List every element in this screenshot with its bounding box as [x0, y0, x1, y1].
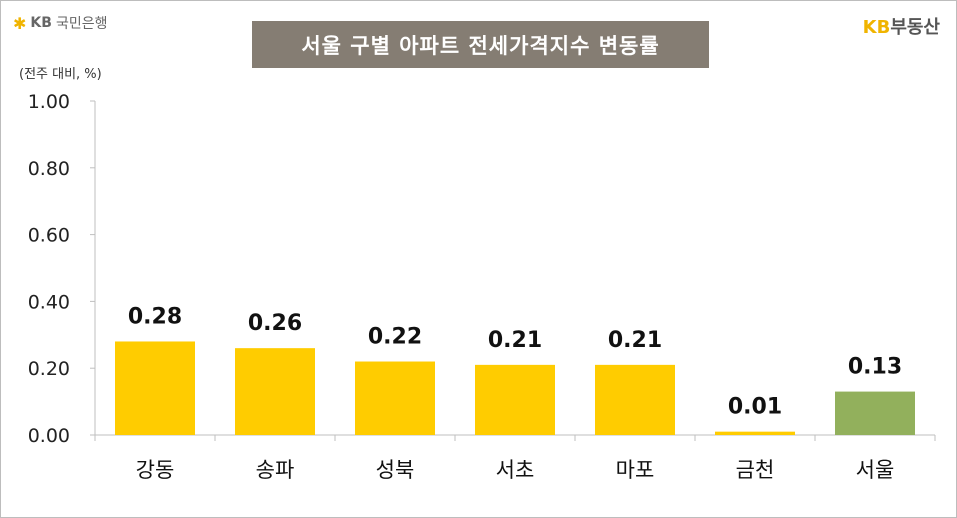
kb-star-icon: ✱	[13, 13, 27, 33]
y-tick-label: 0.60	[28, 225, 70, 247]
bar-6	[715, 431, 795, 435]
x-tick-label: 성북	[376, 458, 415, 482]
kb-realestate-logo: KB부동산	[863, 13, 940, 39]
kb-realestate-logo-mark: KB	[862, 17, 891, 38]
bar-2	[235, 348, 315, 435]
kb-realestate-logo-text: 부동산	[890, 17, 940, 38]
kb-bank-logo: ✱ KB 국민은행	[13, 13, 107, 33]
bar-5	[595, 364, 675, 435]
y-tick-label: 0.40	[28, 291, 70, 313]
data-label: 0.26	[248, 311, 302, 336]
data-label: 0.22	[368, 325, 422, 350]
x-tick-label: 마포	[616, 458, 655, 482]
data-label: 0.21	[488, 328, 542, 353]
x-tick-label: 금천	[736, 458, 775, 482]
data-label: 0.28	[128, 304, 182, 329]
x-tick-label: 서초	[496, 458, 535, 482]
chart-title: 서울 구별 아파트 전세가격지수 변동률	[252, 21, 709, 68]
kb-bank-logo-mark: KB	[30, 15, 52, 31]
y-tick-label: 0.80	[28, 158, 70, 180]
data-label: 0.01	[728, 395, 782, 420]
bar-7	[835, 391, 915, 435]
x-tick-label: 강동	[136, 458, 175, 482]
bar-4	[475, 364, 555, 435]
y-tick-label: 0.00	[28, 425, 70, 447]
y-axis-unit-label: (전주 대비, %)	[19, 67, 102, 82]
kb-bank-logo-text: 국민은행	[55, 16, 108, 32]
x-tick-label: 송파	[256, 458, 295, 482]
data-label: 0.13	[848, 355, 902, 380]
y-tick-label: 0.20	[28, 358, 70, 380]
data-label: 0.21	[608, 328, 662, 353]
bar-3	[355, 361, 435, 435]
bar-1	[115, 341, 195, 435]
x-tick-label: 서울	[856, 458, 895, 482]
y-tick-label: 1.00	[28, 91, 70, 113]
